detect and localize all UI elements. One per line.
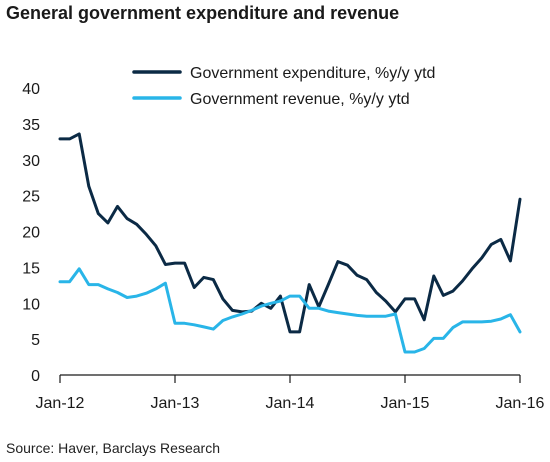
y-tick-label: 25	[22, 189, 40, 206]
y-tick-label: 0	[31, 368, 40, 385]
y-tick-label: 35	[22, 117, 40, 134]
chart-title: General government expenditure and reven…	[6, 3, 400, 23]
series-line-revenue	[58, 267, 522, 354]
x-tick-label: Jan-14	[266, 395, 315, 412]
y-tick-label: 10	[22, 296, 40, 313]
series-line-expenditure	[58, 132, 522, 334]
x-tick-label: Jan-16	[496, 395, 545, 412]
y-tick-label: 5	[31, 332, 40, 349]
x-axis: Jan-12 Jan-13 Jan-14 Jan-15 Jan-16	[36, 374, 545, 412]
x-tick-label: Jan-15	[381, 395, 430, 412]
y-tick-label: 30	[22, 153, 40, 170]
y-tick-label: 40	[22, 81, 40, 98]
source-note: Source: Haver, Barclays Research	[6, 440, 220, 456]
series-lines	[58, 132, 522, 354]
legend: Government expenditure, %y/y ytd Governme…	[132, 65, 435, 108]
y-tick-label: 15	[22, 260, 40, 277]
legend-label: Government revenue, %y/y ytd	[190, 91, 410, 108]
y-tick-label: 20	[22, 225, 40, 242]
y-axis: 0 5 10 15 20 25 30 35 40	[22, 81, 40, 385]
x-tick-label: Jan-12	[36, 395, 85, 412]
legend-label: Government expenditure, %y/y ytd	[190, 65, 435, 82]
x-tick-label: Jan-13	[151, 395, 200, 412]
